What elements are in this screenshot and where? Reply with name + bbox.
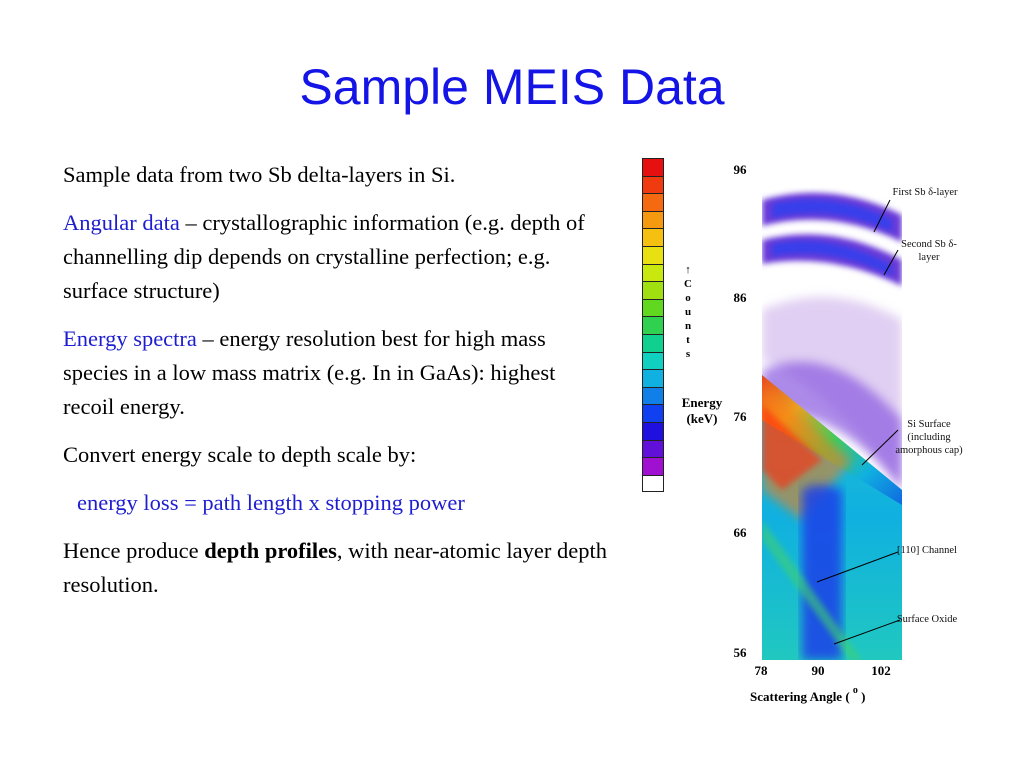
x-tick-90: 90 — [811, 663, 825, 678]
color-scale-segment — [642, 175, 664, 194]
paragraph-intro: Sample data from two Sb delta-layers in … — [63, 162, 456, 187]
depth-profiles-term: depth profiles — [204, 538, 337, 563]
counts-letter: o — [685, 292, 691, 304]
x-axis-unit: o — [852, 685, 858, 696]
paragraph-depth: Hence produce depth profiles, with near-… — [63, 534, 608, 602]
slide-title: Sample MEIS Data — [299, 59, 725, 115]
annotation-surface-oxide: Surface Oxide — [896, 614, 958, 625]
intensity-map-image — [762, 160, 902, 660]
annotation-first-sb: First Sb δ-layer — [892, 187, 958, 198]
color-scale-segment — [642, 369, 664, 387]
color-scale-segment — [642, 316, 664, 334]
paragraph-angular: Angular data – crystallographic informat… — [63, 206, 608, 308]
energy-axis-label: Energy (keV) — [672, 395, 732, 427]
term-angular-data: Angular data — [63, 210, 180, 235]
energy-label-unit: (keV) — [686, 411, 718, 426]
angular-description: – crystallographic information (e.g. dep… — [63, 210, 585, 303]
color-scale-segment — [642, 351, 664, 370]
annotation-si-surface: Si Surface (including amorphous cap) — [895, 419, 963, 456]
y-tick-66: 66 — [733, 525, 747, 540]
counts-letter: ↑ — [685, 264, 691, 276]
formula: energy loss = path length x stopping pow… — [77, 490, 465, 515]
color-scale-segment — [642, 228, 664, 246]
x-tick-102: 102 — [871, 663, 891, 678]
depth-end: , with near-atomic layer depth resolutio… — [63, 538, 607, 597]
color-scale-segment — [642, 333, 664, 352]
color-scale-segment — [642, 158, 664, 176]
meis-intensity-map — [762, 160, 902, 660]
annotation-second-sb: Second Sb δ-layer — [901, 239, 957, 263]
color-scale-bar — [642, 158, 664, 493]
color-scale-segment — [642, 421, 664, 440]
x-axis-label: Scattering Angle ( o ) — [750, 685, 900, 705]
paragraph-energy: Energy spectra – energy resolution best … — [63, 322, 608, 424]
color-scale-segment — [642, 298, 664, 317]
counts-letter: n — [684, 320, 692, 332]
counts-letter: t — [686, 334, 690, 346]
slide-body: Sample data from two Sb delta-layers in … — [63, 158, 608, 602]
counts-letter: u — [684, 306, 692, 318]
counts-letter: C — [684, 278, 692, 290]
y-tick-56: 56 — [733, 645, 747, 660]
color-scale-segment — [642, 245, 664, 264]
depth-start: Hence produce — [63, 538, 205, 563]
paragraph-convert: Convert energy scale to depth scale by: — [63, 442, 417, 467]
energy-label-word: Energy — [681, 395, 723, 410]
term-energy-spectra: Energy spectra — [63, 326, 197, 351]
y-tick-86: 86 — [733, 290, 747, 305]
color-scale-segment — [642, 457, 664, 475]
x-axis-title: Scattering Angle ( — [750, 689, 850, 704]
color-scale-segment — [642, 210, 664, 229]
color-scale-segment — [642, 281, 664, 299]
color-scale-segment — [642, 439, 664, 458]
color-scale-segment — [642, 404, 664, 422]
color-scale-segment — [642, 474, 664, 493]
y-tick-96: 96 — [733, 162, 747, 177]
energy-description: – energy resolution best for high mass s… — [63, 326, 556, 419]
x-tick-78: 78 — [754, 663, 768, 678]
counts-letter: s — [685, 348, 691, 360]
color-scale-segment — [642, 193, 664, 211]
color-scale-segment — [642, 263, 664, 282]
color-scale-segment — [642, 386, 664, 405]
annotation-110-channel: [110] Channel — [897, 545, 957, 556]
y-tick-76: 76 — [733, 409, 747, 424]
x-axis-close: ) — [861, 689, 866, 704]
